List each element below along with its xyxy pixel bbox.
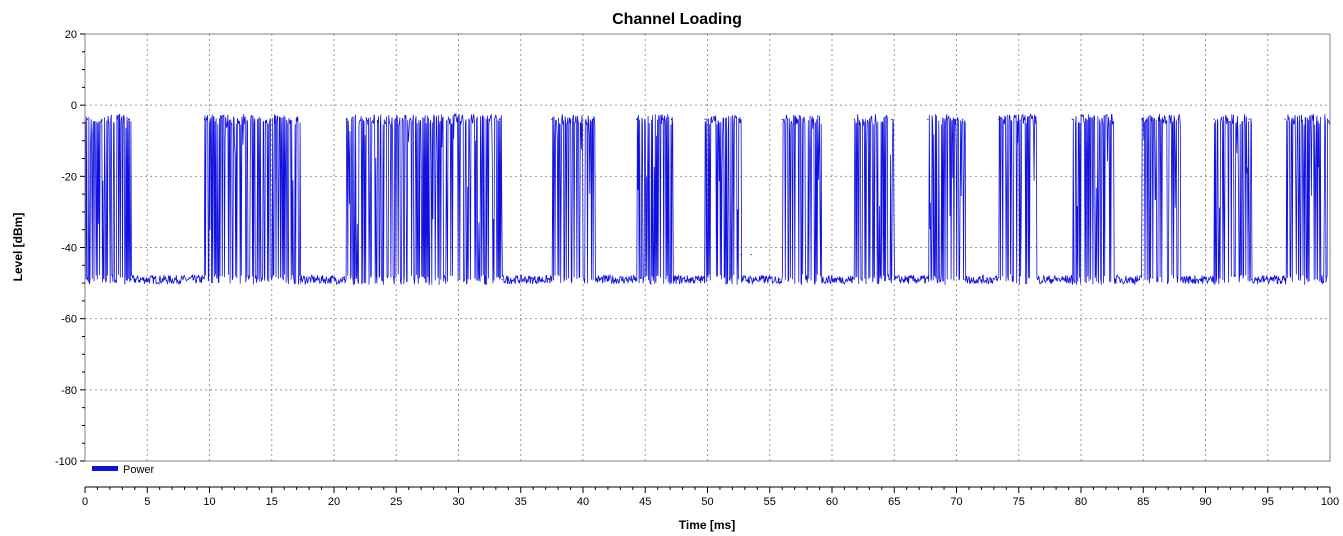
- x-tick-label: 65: [888, 496, 900, 508]
- series-point: [1071, 118, 1073, 120]
- x-tick-label: 80: [1075, 496, 1087, 508]
- series-point: [891, 118, 893, 120]
- x-tick-label: 45: [639, 496, 651, 508]
- y-axis: 20 0 -20 -40 -60 -80 -100: [55, 29, 85, 468]
- y-tick-label: -40: [61, 243, 77, 255]
- series-point: [1036, 278, 1039, 281]
- series-point: [1177, 118, 1179, 120]
- series-point: [498, 118, 501, 120]
- series-point: [1111, 118, 1113, 120]
- series-point: [1282, 278, 1284, 281]
- x-tick-label: 5: [144, 496, 150, 508]
- series-point: [1034, 118, 1036, 120]
- x-tick-label: 10: [203, 496, 215, 508]
- series-point: [127, 118, 130, 120]
- series-point: [1213, 118, 1215, 120]
- x-tick-label: 100: [1321, 496, 1339, 508]
- series-point: [998, 118, 1000, 120]
- series-point: [299, 278, 301, 281]
- y-tick-label: -100: [55, 456, 77, 468]
- series-point: [740, 254, 742, 256]
- series-point: [1211, 278, 1213, 281]
- chart-title: Channel Loading: [612, 11, 742, 28]
- series-point: [924, 278, 926, 281]
- series-point: [297, 118, 299, 120]
- y-tick-label: -20: [61, 171, 77, 183]
- y-tick-label: 20: [65, 29, 77, 41]
- series-point: [551, 118, 553, 120]
- series-point: [670, 118, 672, 120]
- series-layer: [84, 112, 1331, 286]
- series-point: [633, 278, 635, 281]
- x-tick-label: 90: [1199, 496, 1211, 508]
- series-point: [1114, 278, 1116, 281]
- series-point: [1069, 278, 1071, 281]
- series-point: [635, 118, 638, 120]
- x-tick-label: 95: [1262, 496, 1274, 508]
- series-point: [750, 254, 752, 256]
- series-point: [1248, 118, 1250, 120]
- series-point: [893, 278, 895, 281]
- series-point: [779, 278, 781, 281]
- series-point: [592, 118, 594, 120]
- series-point: [781, 118, 783, 120]
- y-tick-label: 0: [71, 100, 77, 112]
- x-tick-label: 50: [701, 496, 713, 508]
- x-tick-label: 70: [950, 496, 962, 508]
- series-point: [1326, 118, 1329, 120]
- series-point: [673, 278, 675, 281]
- legend-label: Power: [123, 464, 155, 476]
- x-tick-label: 35: [515, 496, 527, 508]
- y-tick-label: -60: [61, 314, 77, 326]
- series-point: [927, 118, 929, 120]
- x-tick-label: 85: [1137, 496, 1149, 508]
- series-point: [821, 278, 823, 281]
- legend: Power: [92, 464, 155, 476]
- x-axis-label: Time [ms]: [679, 518, 735, 532]
- x-tick-label: 30: [452, 496, 464, 508]
- series-point: [964, 278, 966, 281]
- x-tick-label: 0: [82, 496, 88, 508]
- x-tick-label: 60: [826, 496, 838, 508]
- grid: [85, 34, 1330, 461]
- y-tick-label: -80: [61, 385, 77, 397]
- series-point: [343, 278, 345, 281]
- series-point: [1138, 278, 1141, 281]
- series-point: [501, 278, 503, 281]
- x-axis: 0 5 10 15 20 25 30 35 40 45 50 55 60 65 70 75 80 85 90 95 10…: [82, 486, 1339, 508]
- series-point: [548, 278, 550, 281]
- series-point: [1141, 118, 1143, 120]
- series-point: [1284, 118, 1286, 120]
- series-point: [594, 278, 597, 281]
- series-point: [1250, 278, 1253, 281]
- x-tick-label: 20: [328, 496, 340, 508]
- series-power-trace: [84, 112, 1331, 286]
- series-point: [345, 118, 348, 120]
- series-point: [701, 278, 704, 281]
- x-tick-label: 15: [266, 496, 278, 508]
- series-point: [818, 118, 821, 120]
- series-point: [1180, 278, 1182, 281]
- x-tick-label: 55: [764, 496, 776, 508]
- y-axis-label: Level [dBm]: [11, 213, 25, 282]
- x-tick-label: 40: [577, 496, 589, 508]
- series-point: [704, 118, 706, 120]
- series-point: [86, 118, 89, 120]
- series-point: [738, 118, 740, 120]
- series-point: [995, 278, 997, 281]
- legend-swatch: [92, 466, 118, 471]
- x-tick-label: 25: [390, 496, 402, 508]
- series-point: [754, 278, 756, 281]
- series-point: [962, 118, 964, 120]
- series-point: [853, 118, 856, 120]
- x-tick-label: 75: [1013, 496, 1025, 508]
- series-point: [203, 118, 206, 120]
- series-point: [130, 278, 132, 281]
- series-point: [851, 278, 853, 281]
- series-point: [201, 278, 203, 281]
